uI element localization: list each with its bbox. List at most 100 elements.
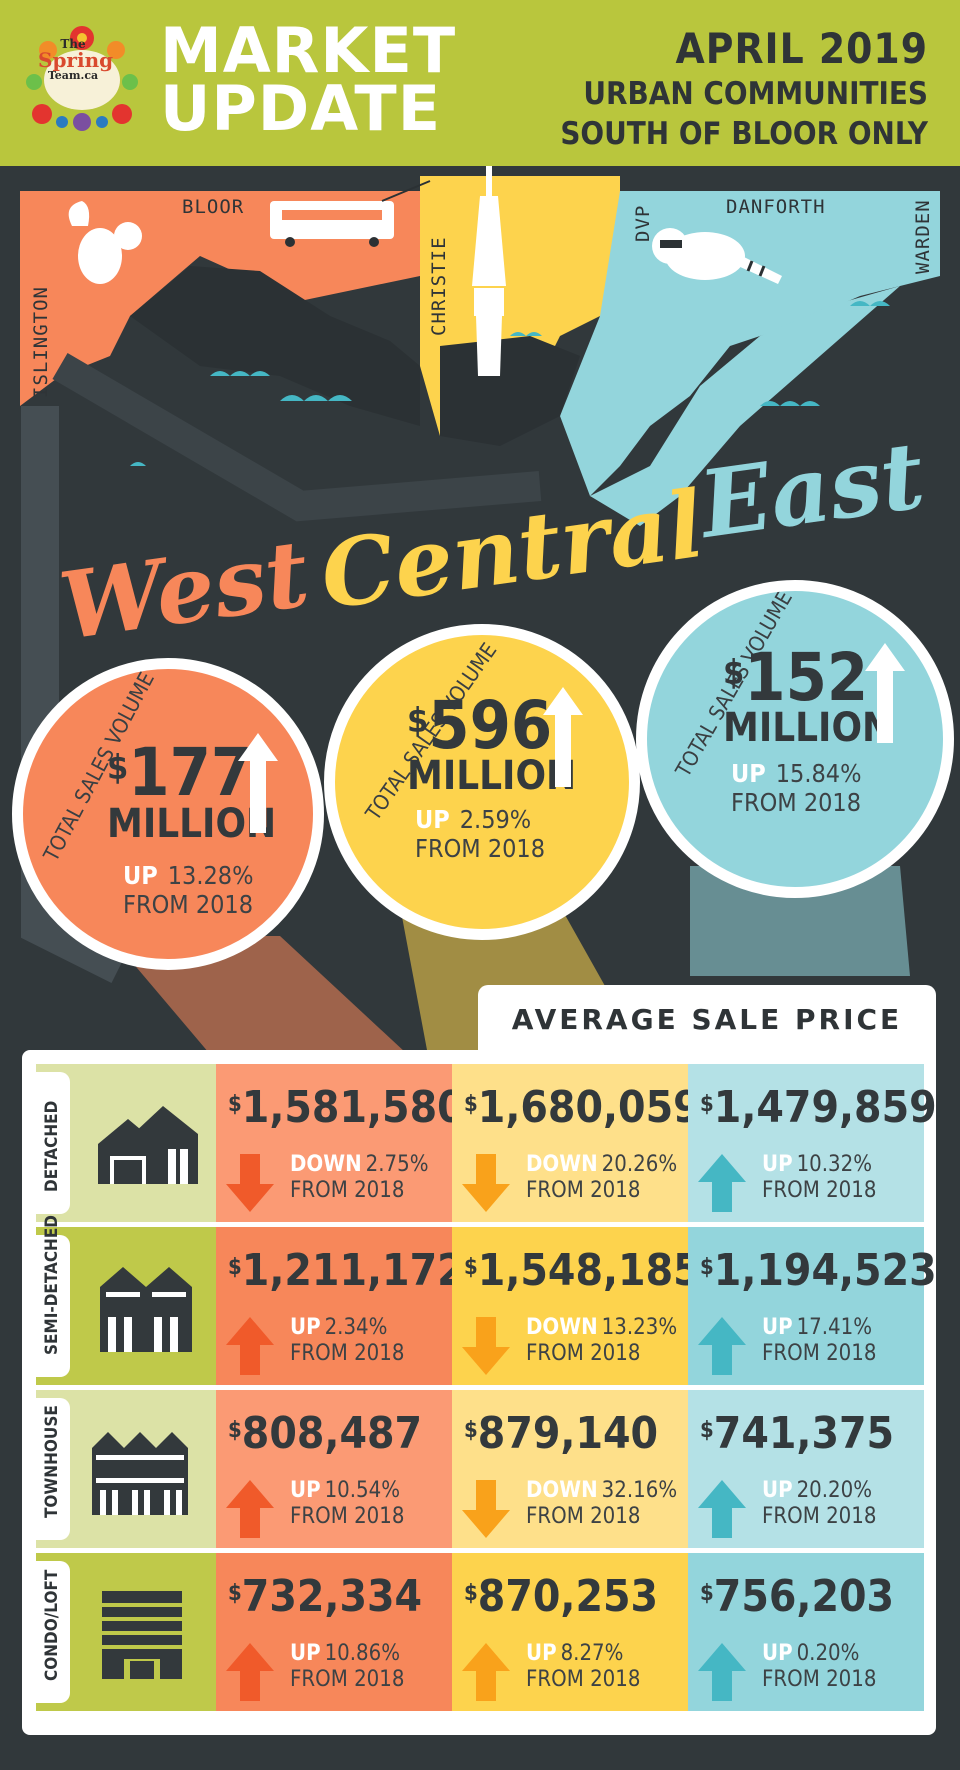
price-direction: UP	[762, 1315, 793, 1340]
bubble-central: TOTAL SALES VOLUME $596 MILLION UP 2.59% …	[324, 624, 640, 940]
property-type-label: SEMI-DETACHED	[42, 1214, 62, 1355]
average-price: $1,479,859	[700, 1082, 937, 1133]
price-value: 870,253	[477, 1571, 659, 1622]
average-price: $1,211,172	[228, 1245, 465, 1296]
central-volume-unit: MILLION	[407, 753, 577, 799]
price-percent: 20.26%	[601, 1152, 678, 1177]
street-label-bloor: BLOOR	[182, 196, 245, 218]
price-value: 808,487	[241, 1408, 423, 1459]
semi-detached-house-icon	[100, 1267, 192, 1352]
property-type-label: DETACHED	[42, 1100, 62, 1192]
west-volume-from: FROM 2018	[123, 890, 254, 919]
price-change: DOWN 32.16% FROM 2018	[526, 1478, 677, 1530]
average-price: $741,375	[700, 1408, 894, 1459]
price-direction: UP	[762, 1641, 793, 1666]
east-up-arrow-icon	[865, 643, 905, 743]
price-from: FROM 2018	[526, 1341, 641, 1366]
property-type-cell: SEMI-DETACHED	[36, 1215, 216, 1385]
price-dollar: $	[228, 1418, 242, 1443]
price-dollar: $	[700, 1581, 714, 1606]
price-percent: 2.75%	[365, 1152, 429, 1177]
price-cell-west: $732,334 UP 10.86% FROM 2018	[216, 1553, 452, 1711]
price-direction: DOWN	[526, 1478, 598, 1503]
west-volume-number: 177	[128, 734, 253, 811]
subtitle-line-2: SOUTH OF BLOOR ONLY	[560, 116, 928, 152]
title-line-1: MARKET	[160, 14, 457, 87]
price-percent: 2.34%	[324, 1315, 388, 1340]
west-volume-percent: 13.28%	[167, 861, 254, 890]
price-dollar: $	[464, 1255, 478, 1280]
east-volume-from: FROM 2018	[731, 788, 862, 817]
price-cell-west: $1,211,172 UP 2.34% FROM 2018	[216, 1227, 465, 1385]
price-dollar: $	[700, 1418, 714, 1443]
price-percent: 17.41%	[796, 1315, 873, 1340]
price-dollar: $	[228, 1581, 242, 1606]
property-type-tab	[36, 1235, 70, 1377]
price-from: FROM 2018	[290, 1178, 405, 1203]
price-direction: UP	[290, 1641, 321, 1666]
price-direction: UP	[526, 1641, 557, 1666]
up-arrow-icon	[462, 1643, 510, 1701]
price-value: 879,140	[477, 1408, 659, 1459]
east-volume-dollar: $	[723, 653, 745, 693]
property-type-cell: TOWNHOUSE	[36, 1390, 216, 1548]
west-volume-amount: $177	[107, 734, 252, 811]
price-dollar: $	[700, 1092, 714, 1117]
title-line-2: UPDATE	[160, 72, 442, 145]
property-type-label: CONDO/LOFT	[42, 1569, 62, 1681]
table-row: CONDO/LOFT $732,334 UP 10.86% FROM 2018 $870,…	[36, 1553, 924, 1711]
header: The Spring Team.ca MARKET UPDATE APRIL 2…	[0, 0, 960, 166]
price-direction: DOWN	[290, 1152, 362, 1177]
average-sale-price-title: AVERAGE SALE PRICE	[511, 1003, 903, 1036]
down-arrow-icon	[462, 1480, 510, 1538]
price-dollar: $	[464, 1581, 478, 1606]
west-volume-unit: MILLION	[107, 801, 277, 847]
average-sale-price-tab: AVERAGE SALE PRICE	[478, 985, 936, 1055]
down-arrow-icon	[462, 1317, 510, 1375]
property-type-label: TOWNHOUSE	[42, 1405, 62, 1518]
east-volume-direction: UP	[731, 759, 766, 788]
average-price: $1,581,580	[228, 1082, 465, 1133]
price-from: FROM 2018	[526, 1667, 641, 1692]
price-from: FROM 2018	[762, 1341, 877, 1366]
up-arrow-icon	[698, 1643, 746, 1701]
detached-house-icon	[98, 1106, 198, 1184]
up-arrow-icon	[226, 1317, 274, 1375]
price-cell-east: $741,375 UP 20.20% FROM 2018	[688, 1390, 924, 1548]
central-volume-amount: $596	[407, 687, 552, 764]
average-price: $1,680,059	[464, 1082, 701, 1133]
price-direction: UP	[762, 1478, 793, 1503]
logo-text-2: Spring	[38, 48, 114, 72]
price-dollar: $	[464, 1092, 478, 1117]
price-cell-central: $879,140 DOWN 32.16% FROM 2018	[452, 1390, 688, 1548]
average-price: $808,487	[228, 1408, 422, 1459]
up-arrow-icon	[698, 1154, 746, 1212]
price-percent: 10.86%	[324, 1641, 401, 1666]
west-volume-direction: UP	[123, 861, 158, 890]
east-volume-percent: 15.84%	[775, 759, 862, 788]
central-volume-number: 596	[428, 687, 553, 764]
price-cell-east: $756,203 UP 0.20% FROM 2018	[688, 1553, 924, 1711]
price-change: DOWN 13.23% FROM 2018	[526, 1315, 677, 1367]
logo-text: The Spring Team.ca	[38, 38, 114, 81]
price-from: FROM 2018	[762, 1667, 877, 1692]
price-from: FROM 2018	[290, 1667, 405, 1692]
central-volume-percent: 2.59%	[459, 805, 532, 834]
price-change: UP 2.34% FROM 2018	[290, 1315, 404, 1367]
price-direction: UP	[762, 1152, 793, 1177]
price-change: UP 17.41% FROM 2018	[762, 1315, 876, 1367]
table-row: DETACHED $1,581,580 DOWN 2.75% FROM 2018 $1,6…	[36, 1064, 937, 1222]
average-price: $1,194,523	[700, 1245, 937, 1296]
report-date: APRIL 2019	[675, 24, 928, 73]
east-volume-unit: MILLION	[723, 705, 893, 751]
east-volume-number: 152	[744, 639, 869, 716]
up-arrow-icon	[226, 1480, 274, 1538]
west-up-arrow-icon	[238, 733, 278, 833]
property-type-cell: DETACHED	[36, 1064, 216, 1222]
price-from: FROM 2018	[526, 1178, 641, 1203]
price-value: 1,548,185	[477, 1245, 701, 1296]
date-block: APRIL 2019 URBAN COMMUNITIES SOUTH OF BL…	[560, 24, 928, 154]
price-change: UP 8.27% FROM 2018	[526, 1641, 640, 1693]
price-value: 756,203	[713, 1571, 895, 1622]
price-change: UP 0.20% FROM 2018	[762, 1641, 876, 1693]
